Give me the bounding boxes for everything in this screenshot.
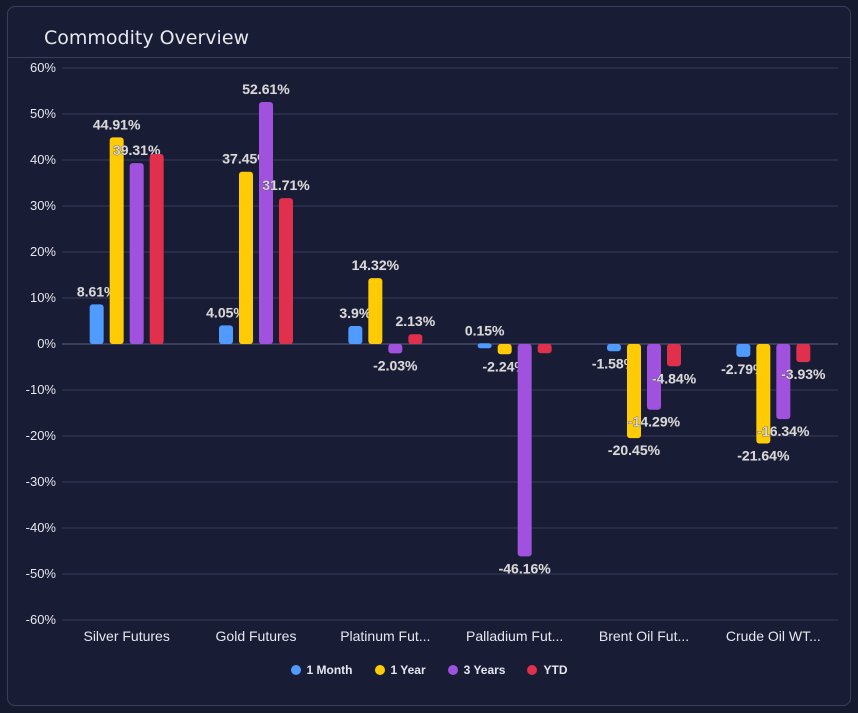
data-label: 39.31%	[113, 142, 161, 158]
legend-dot-icon	[290, 665, 301, 675]
header-divider	[8, 57, 850, 58]
bar-3-years	[776, 344, 791, 420]
legend-label: YTD	[543, 663, 568, 677]
bar-3-years	[259, 101, 273, 344]
bar-ytd	[667, 344, 681, 367]
x-tick-label: Silver Futures	[83, 628, 169, 644]
bar-3-years	[129, 163, 144, 344]
bar-1-month	[736, 344, 751, 357]
chart-card: Commodity Overview	[7, 6, 851, 706]
legend-item[interactable]: 1 Year	[374, 663, 426, 677]
bar-ytd	[149, 154, 164, 344]
data-label: -46.16%	[499, 560, 552, 576]
legend-item[interactable]: 1 Month	[290, 663, 353, 677]
data-label: 14.32%	[352, 257, 400, 273]
bar-1-month	[219, 325, 233, 344]
y-tick-label: 30%	[30, 198, 56, 213]
y-tick-label: 50%	[30, 106, 56, 121]
data-label: -1.58%	[592, 355, 637, 371]
bar-1-year	[368, 278, 383, 344]
y-tick-label: -50%	[26, 566, 57, 581]
legend-label: 1 Year	[390, 663, 426, 677]
data-label: 52.61%	[242, 81, 290, 97]
data-label: 0.15%	[465, 322, 505, 338]
data-label: 44.91%	[93, 116, 141, 132]
y-tick-label: 10%	[30, 290, 56, 305]
x-tick-label: Platinum Fut...	[340, 628, 430, 644]
bar-1-year	[627, 344, 641, 439]
x-tick-label: Crude Oil WT...	[726, 628, 821, 644]
data-label: -20.45%	[608, 442, 661, 458]
data-label: 4.05%	[206, 304, 246, 320]
bar-1-year	[109, 137, 124, 344]
bar-3-years	[517, 344, 532, 557]
data-label: 2.13%	[395, 313, 435, 329]
x-tick-label: Palladium Fut...	[466, 628, 563, 644]
data-label: -16.34%	[757, 423, 810, 439]
data-label: -2.03%	[373, 357, 418, 373]
legend-item[interactable]: 3 Years	[447, 663, 506, 677]
legend-label: 3 Years	[463, 663, 506, 677]
y-tick-label: -20%	[26, 428, 57, 443]
data-label: -2.24%	[482, 358, 527, 374]
bar-ytd	[796, 344, 811, 363]
card-title: Commodity Overview	[44, 27, 250, 49]
y-tick-label: -60%	[26, 612, 57, 627]
bar-ytd	[537, 344, 552, 354]
data-label: -4.84%	[652, 370, 697, 386]
bar-1-month	[89, 304, 104, 344]
bar-ytd	[408, 334, 423, 344]
y-tick-label: 60%	[30, 60, 56, 75]
bar-3-years	[647, 344, 661, 410]
legend-dot-icon	[527, 665, 538, 675]
bar-1-month	[477, 343, 492, 349]
data-label: 3.9%	[339, 305, 371, 321]
data-label: -2.79%	[721, 361, 766, 377]
bar-1-month	[348, 326, 363, 344]
data-label: -14.29%	[628, 414, 681, 430]
x-tick-label: Gold Futures	[216, 628, 297, 644]
bar-1-month	[607, 344, 621, 352]
y-tick-label: -40%	[26, 520, 57, 535]
bar-ytd	[279, 198, 293, 344]
bar-3-years	[388, 344, 403, 354]
data-label: -3.93%	[781, 366, 826, 382]
y-tick-label: 20%	[30, 244, 56, 259]
bar-1-year	[756, 344, 771, 444]
data-label: 31.71%	[262, 177, 310, 193]
legend-item[interactable]: YTD	[527, 663, 567, 677]
x-tick-label: Brent Oil Fut...	[599, 628, 689, 644]
bar-1-year	[239, 171, 253, 344]
bar-1-year	[497, 344, 512, 355]
data-label: 37.45%	[222, 151, 270, 167]
legend-label: 1 Month	[306, 663, 353, 677]
legend-dot-icon	[447, 665, 458, 675]
legend-dot-icon	[374, 665, 385, 675]
data-label: 8.61%	[77, 283, 117, 299]
data-label: -21.64%	[737, 448, 790, 464]
legend: 1 Month 1 Year 3 Years YTD	[0, 663, 858, 677]
y-tick-label: -30%	[26, 474, 57, 489]
y-tick-label: 0%	[37, 336, 56, 351]
y-tick-label: 40%	[30, 152, 56, 167]
y-tick-label: -10%	[26, 382, 57, 397]
